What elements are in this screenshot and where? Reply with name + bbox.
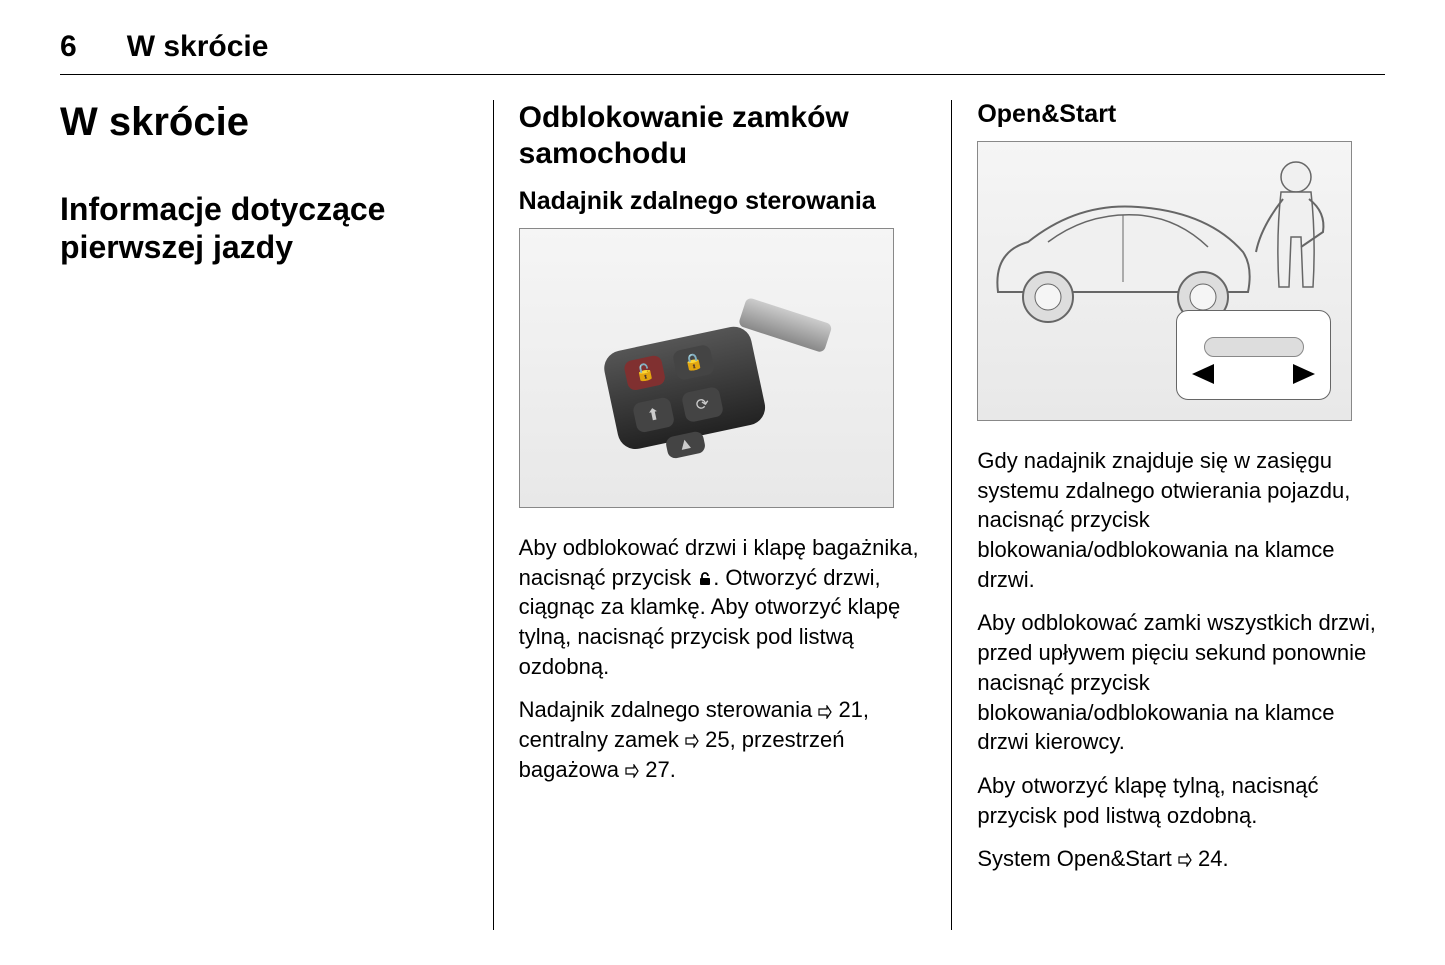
column-1: W skrócie Informacje dotyczące pierwszej…	[60, 100, 493, 930]
text-fragment: .	[670, 757, 676, 782]
heading-open-start: Open&Start	[977, 100, 1385, 129]
key-button-alarm: ▲	[665, 430, 707, 459]
figure-open-start	[977, 141, 1352, 421]
crossref-icon	[625, 764, 639, 778]
text-fragment: .	[1222, 846, 1228, 871]
paragraph-unlock-instructions: Aby odblokować drzwi i klapę bagażnika, …	[519, 533, 927, 681]
crossref-icon	[818, 705, 832, 719]
crossref-icon	[685, 734, 699, 748]
door-handle-inset	[1176, 310, 1331, 400]
key-button-start: ⟳	[681, 386, 724, 423]
text-fragment: System Open&Start	[977, 846, 1178, 871]
key-fob-illustration: 🔓 🔒 ⬆ ⟳ ▲	[595, 284, 818, 453]
crossref-page: 27	[645, 757, 669, 782]
paragraph-proximity: Gdy nadajnik znajduje się w zasięgu syst…	[977, 446, 1385, 594]
figure-key-fob: 🔓 🔒 ⬆ ⟳ ▲	[519, 228, 894, 508]
running-title: W skrócie	[127, 30, 269, 64]
paragraph-all-doors: Aby odblokować zamki wszystkich drzwi, p…	[977, 608, 1385, 756]
chapter-title: W skrócie	[60, 100, 468, 145]
text-fragment: Nadajnik zdalnego sterowania	[519, 697, 819, 722]
key-button-unlock: 🔓	[623, 354, 666, 391]
crossref-icon	[1178, 853, 1192, 867]
key-button-lock: 🔒	[672, 344, 715, 381]
car-scene-illustration	[988, 152, 1341, 410]
page-header: 6 W skrócie	[60, 30, 1385, 75]
heading-remote: Nadajnik zdalnego sterowania	[519, 187, 927, 216]
arrow-right-icon	[1293, 364, 1315, 384]
section-title: Informacje dotyczące pierwszej jazdy	[60, 190, 468, 267]
key-button-trunk: ⬆	[632, 396, 675, 433]
crossref-page: 21	[838, 697, 862, 722]
door-handle	[1204, 337, 1304, 357]
key-fob-body: 🔓 🔒 ⬆ ⟳ ▲	[601, 323, 769, 452]
content-columns: W skrócie Informacje dotyczące pierwszej…	[60, 100, 1385, 930]
paragraph-tailgate: Aby otworzyć klapę tylną, nacisnąć przyc…	[977, 771, 1385, 830]
arrow-left-icon	[1192, 364, 1214, 384]
column-3: Open&Start	[952, 100, 1385, 930]
heading-unlock: Odblokowanie zamków samochodu	[519, 100, 927, 172]
paragraph-cross-references: Nadajnik zdalnego sterowania 21, central…	[519, 695, 927, 784]
page-number: 6	[60, 30, 77, 64]
paragraph-system-ref: System Open&Start 24.	[977, 844, 1385, 874]
unlock-icon	[697, 571, 713, 587]
crossref-page: 24	[1198, 846, 1222, 871]
crossref-page: 25	[705, 727, 729, 752]
column-2: Odblokowanie zamków samochodu Nadajnik z…	[494, 100, 952, 930]
